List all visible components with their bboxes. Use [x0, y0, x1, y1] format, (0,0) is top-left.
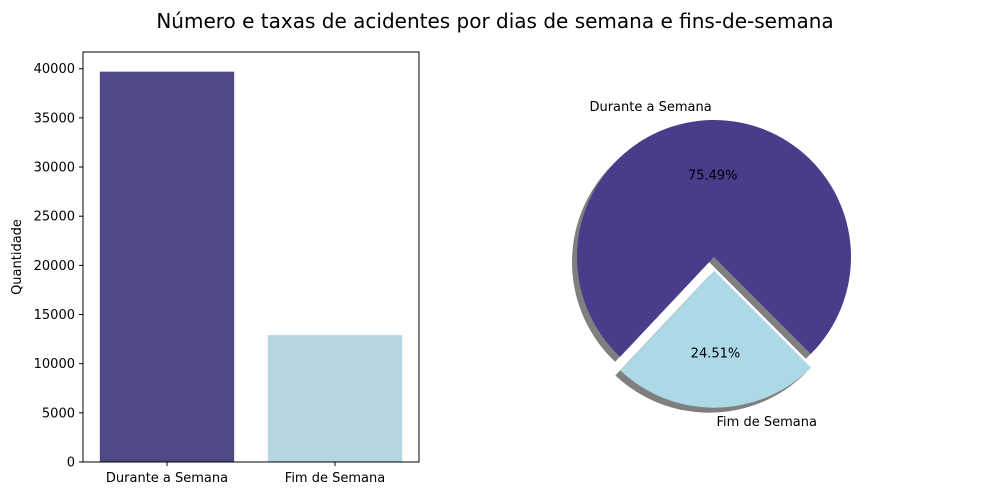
x-axis-ticks: Durante a Semana Fim de Semana [106, 462, 385, 486]
y-tick-label: 10000 [34, 357, 75, 372]
y-tick-label: 5000 [42, 406, 75, 421]
bar-0 [99, 71, 235, 462]
figure-title: Número e taxas de acidentes por dias de … [156, 9, 833, 33]
y-tick-label: 15000 [34, 308, 75, 323]
bar-1 [267, 335, 403, 462]
y-tick-label: 35000 [34, 111, 75, 126]
x-tick-label: Durante a Semana [106, 471, 228, 486]
pie-slice-1 [620, 270, 812, 408]
y-tick-label: 20000 [34, 259, 75, 274]
pie-slice-0 [577, 119, 852, 357]
pie-value-label: 24.51% [691, 346, 741, 361]
pie-value-label: 75.49% [688, 168, 738, 183]
x-tick-label: Fim de Semana [285, 471, 385, 486]
pie-category-label: Durante a Semana [589, 100, 711, 115]
y-axis-ticks: 0 5000 10000 15000 20000 25000 30000 35000 40000 [34, 62, 83, 471]
pie-chart: 75.49% Durante a Semana 24.51% Fim de Seman… [572, 100, 852, 430]
pie-slices [577, 119, 852, 408]
y-axis-label: Quantidade [10, 219, 25, 295]
y-tick-label: 0 [67, 456, 75, 471]
y-tick-label: 40000 [34, 62, 75, 77]
bar-series [99, 71, 403, 462]
plot-frame [82, 51, 420, 463]
pie-category-label: Fim de Semana [717, 415, 817, 430]
y-tick-label: 25000 [34, 210, 75, 225]
y-tick-label: 30000 [34, 161, 75, 176]
bar-chart: 0 5000 10000 15000 20000 25000 30000 35000 40000… [10, 51, 420, 486]
pie-labels: 75.49% Durante a Semana 24.51% Fim de Seman… [589, 100, 816, 430]
